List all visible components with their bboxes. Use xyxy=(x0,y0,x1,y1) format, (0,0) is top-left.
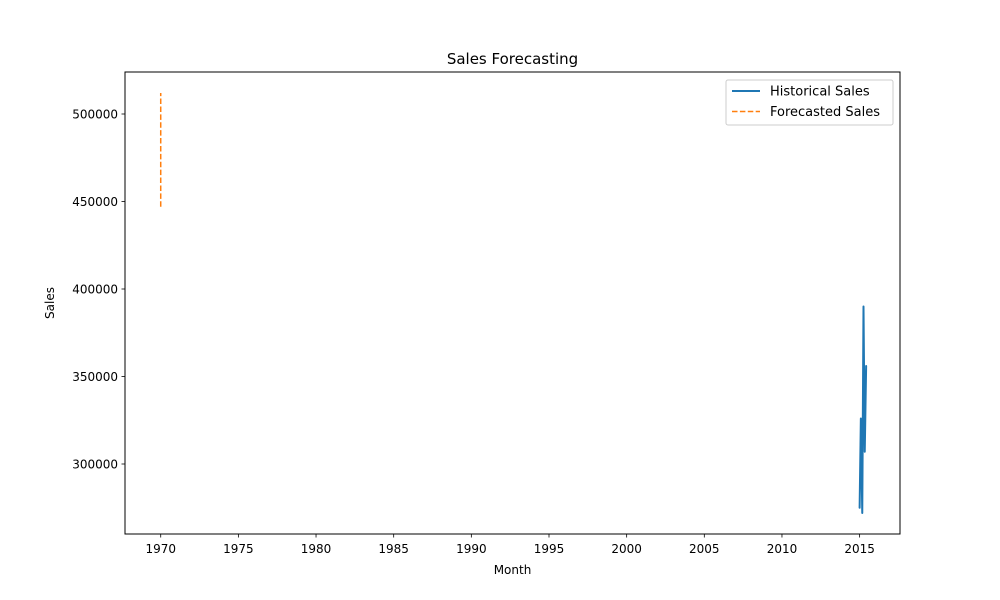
y-axis-label: Sales xyxy=(43,287,57,319)
plot-frame xyxy=(124,71,901,535)
chart-title: Sales Forecasting xyxy=(447,50,578,68)
y-tick-label: 450000 xyxy=(72,195,118,209)
x-tick-label: 1985 xyxy=(378,542,409,556)
legend-box xyxy=(725,79,894,126)
x-tick-label: 2010 xyxy=(767,542,798,556)
x-tick-label: 1990 xyxy=(456,542,487,556)
x-tick-label: 1975 xyxy=(223,542,254,556)
y-tick-label: 350000 xyxy=(72,370,118,384)
x-tick-label: 1995 xyxy=(534,542,565,556)
y-tick-label: 300000 xyxy=(72,458,118,472)
legend-label: Historical Sales xyxy=(770,85,870,100)
series-layer xyxy=(159,93,868,514)
historical-sales-line xyxy=(858,305,868,514)
x-tick-label: 2015 xyxy=(844,542,875,556)
legend: Historical Sales Forecasted Sales xyxy=(725,79,894,126)
legend-label: Forecasted Sales xyxy=(770,105,880,120)
y-tick-label: 400000 xyxy=(72,283,118,297)
x-tick-label: 2005 xyxy=(689,542,720,556)
x-axis-ticks: 1970 1975 1980 1985 1990 1995 2000 2005 2010 2015 xyxy=(145,534,875,556)
x-tick-label: 2000 xyxy=(611,542,642,556)
y-axis-ticks: 300000 350000 400000 450000 500000 xyxy=(72,108,125,472)
y-tick-label: 500000 xyxy=(72,108,118,122)
x-tick-label: 1970 xyxy=(145,542,176,556)
legend-entries: Historical Sales Forecasted Sales xyxy=(732,85,880,120)
x-tick-label: 1980 xyxy=(301,542,332,556)
x-axis-label: Month xyxy=(494,563,532,577)
